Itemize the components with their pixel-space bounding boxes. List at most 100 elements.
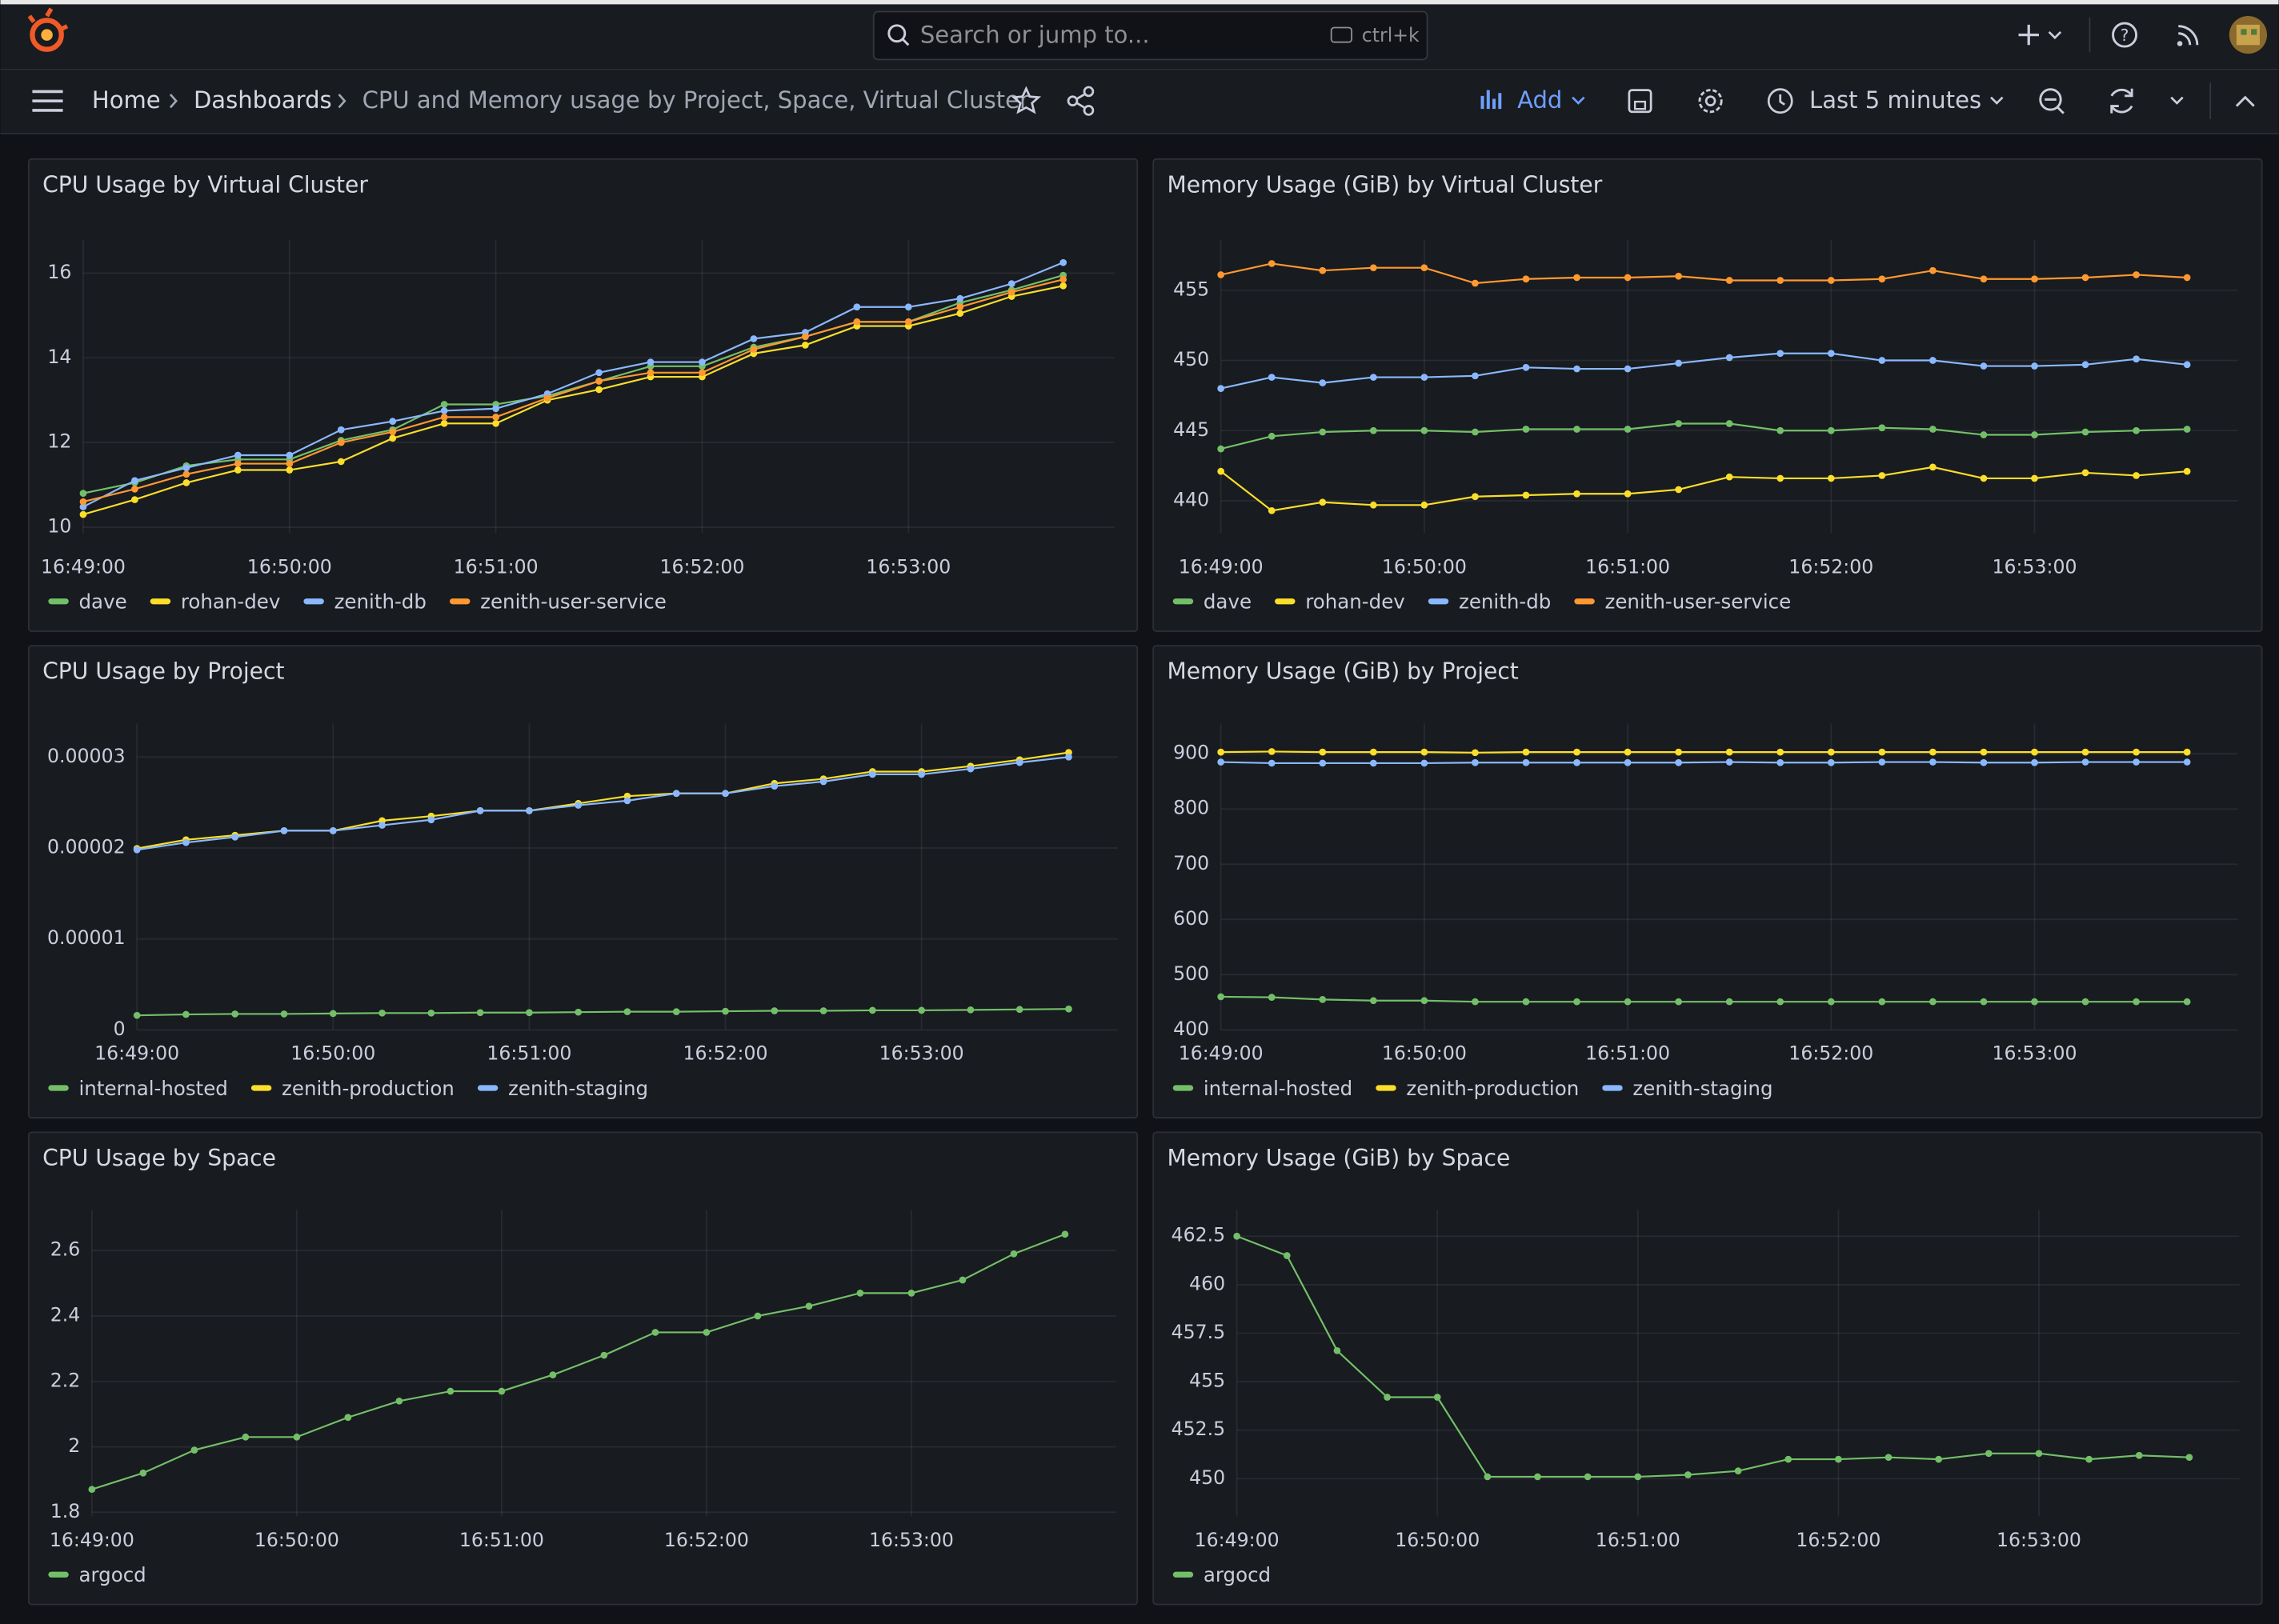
legend-swatch bbox=[1376, 1085, 1396, 1090]
y-tick-label: 460 bbox=[1189, 1272, 1225, 1294]
data-point bbox=[477, 1009, 484, 1016]
x-tick-label: 16:50:00 bbox=[1382, 555, 1467, 578]
x-tick-label: 16:49:00 bbox=[50, 1529, 134, 1551]
data-point bbox=[1878, 758, 1885, 766]
data-point bbox=[1008, 289, 1015, 296]
data-point bbox=[544, 394, 551, 402]
data-point bbox=[1319, 379, 1326, 386]
data-point bbox=[1523, 364, 1530, 371]
y-tick-label: 455 bbox=[1173, 278, 1209, 300]
data-point bbox=[2082, 758, 2089, 766]
y-tick-label: 457.5 bbox=[1172, 1321, 1226, 1343]
legend-label: zenith-user-service bbox=[1605, 590, 1792, 614]
panel-title: CPU Usage by Virtual Cluster bbox=[42, 171, 368, 198]
data-point bbox=[1217, 749, 1224, 756]
data-point bbox=[2133, 271, 2140, 278]
y-tick-label: 0.00001 bbox=[47, 926, 126, 949]
data-point bbox=[294, 1434, 301, 1441]
data-point bbox=[1217, 385, 1224, 392]
data-point bbox=[2082, 998, 2089, 1006]
y-tick-label: 450 bbox=[1173, 348, 1209, 370]
x-tick-label: 16:51:00 bbox=[1596, 1529, 1680, 1551]
data-point bbox=[281, 827, 288, 834]
panel-title: CPU Usage by Space bbox=[42, 1145, 276, 1171]
data-point bbox=[1776, 759, 1784, 766]
data-point bbox=[286, 466, 293, 474]
data-point bbox=[699, 358, 706, 366]
legend-item[interactable]: zenith-production bbox=[251, 1077, 455, 1100]
data-point bbox=[1421, 427, 1428, 434]
legend-label: argocd bbox=[79, 1563, 146, 1586]
x-tick-label: 16:53:00 bbox=[1993, 555, 2077, 578]
x-tick-label: 16:52:00 bbox=[683, 1042, 768, 1065]
data-point bbox=[1523, 759, 1530, 766]
data-point bbox=[139, 1470, 146, 1477]
data-point bbox=[338, 458, 345, 466]
data-point bbox=[1062, 1230, 1069, 1238]
data-point bbox=[1573, 426, 1580, 433]
data-point bbox=[1217, 758, 1224, 766]
legend-item[interactable]: zenith-production bbox=[1376, 1077, 1579, 1100]
data-point bbox=[1726, 749, 1733, 756]
y-tick-label: 900 bbox=[1173, 742, 1209, 764]
data-point bbox=[80, 498, 87, 506]
data-point bbox=[134, 846, 141, 854]
data-point bbox=[550, 1371, 557, 1378]
data-point bbox=[234, 460, 242, 467]
x-tick-label: 16:49:00 bbox=[1179, 1042, 1264, 1065]
data-point bbox=[869, 771, 876, 778]
data-point bbox=[80, 490, 87, 497]
y-tick-label: 600 bbox=[1173, 907, 1209, 930]
user-avatar[interactable] bbox=[2229, 16, 2267, 54]
panel-title: Memory Usage (GiB) by Virtual Cluster bbox=[1167, 171, 1602, 198]
x-tick-label: 16:51:00 bbox=[459, 1529, 544, 1551]
y-tick-label: 462.5 bbox=[1172, 1224, 1226, 1246]
search-shortcut: ctrl+k bbox=[1362, 24, 1420, 46]
data-point bbox=[1675, 360, 1682, 367]
x-tick-label: 16:52:00 bbox=[1788, 555, 1873, 578]
x-tick-label: 16:51:00 bbox=[454, 555, 539, 578]
data-point bbox=[1370, 997, 1377, 1004]
x-tick-label: 16:49:00 bbox=[94, 1042, 179, 1065]
y-tick-label: 455 bbox=[1189, 1370, 1225, 1392]
data-point bbox=[131, 477, 138, 484]
data-point bbox=[1634, 1474, 1641, 1481]
data-point bbox=[1059, 259, 1067, 266]
data-point bbox=[1008, 280, 1015, 287]
data-point bbox=[1370, 502, 1377, 509]
data-point bbox=[1885, 1454, 1892, 1461]
data-point bbox=[1421, 264, 1428, 271]
data-point bbox=[1835, 1456, 1842, 1463]
data-point bbox=[771, 1007, 778, 1014]
data-point bbox=[624, 798, 631, 805]
breadcrumb-dashboards[interactable]: Dashboards bbox=[194, 86, 332, 114]
data-point bbox=[1675, 486, 1682, 494]
data-point bbox=[183, 465, 190, 472]
search-box[interactable]: Search or jump to... ctrl+k bbox=[874, 12, 1428, 60]
data-point bbox=[2184, 758, 2191, 766]
data-point bbox=[1624, 749, 1632, 756]
data-point bbox=[183, 479, 190, 486]
legend-item[interactable]: zenith-user-service bbox=[1574, 590, 1791, 614]
data-point bbox=[1421, 502, 1428, 509]
data-point bbox=[1675, 998, 1682, 1006]
data-point bbox=[853, 318, 860, 326]
data-point bbox=[918, 771, 925, 778]
legend-item[interactable]: zenith-user-service bbox=[450, 590, 667, 614]
breadcrumb-home[interactable]: Home bbox=[92, 86, 161, 114]
data-point bbox=[722, 1008, 729, 1015]
data-point bbox=[1776, 427, 1784, 434]
x-tick-label: 16:50:00 bbox=[1382, 1042, 1467, 1065]
data-point bbox=[1624, 274, 1632, 282]
data-point bbox=[1523, 749, 1530, 756]
y-tick-label: 400 bbox=[1173, 1018, 1209, 1040]
legend-swatch bbox=[150, 598, 170, 604]
y-tick-label: 700 bbox=[1173, 852, 1209, 874]
data-point bbox=[1319, 749, 1326, 756]
data-point bbox=[1573, 274, 1580, 282]
data-point bbox=[234, 466, 242, 474]
data-point bbox=[441, 401, 448, 408]
data-point bbox=[1878, 749, 1885, 756]
data-point bbox=[2133, 355, 2140, 362]
